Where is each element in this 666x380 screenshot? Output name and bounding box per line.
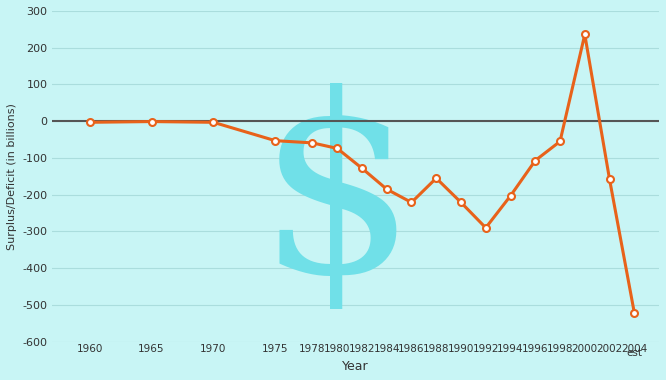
Text: est: est (626, 348, 642, 358)
X-axis label: Year: Year (342, 360, 369, 373)
Text: $: $ (258, 82, 417, 324)
Y-axis label: Surplus/Deficit (in billions): Surplus/Deficit (in billions) (7, 103, 17, 250)
